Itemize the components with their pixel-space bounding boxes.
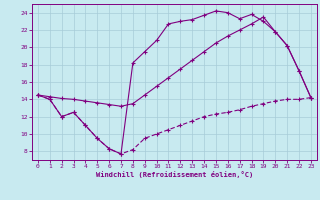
X-axis label: Windchill (Refroidissement éolien,°C): Windchill (Refroidissement éolien,°C)	[96, 171, 253, 178]
